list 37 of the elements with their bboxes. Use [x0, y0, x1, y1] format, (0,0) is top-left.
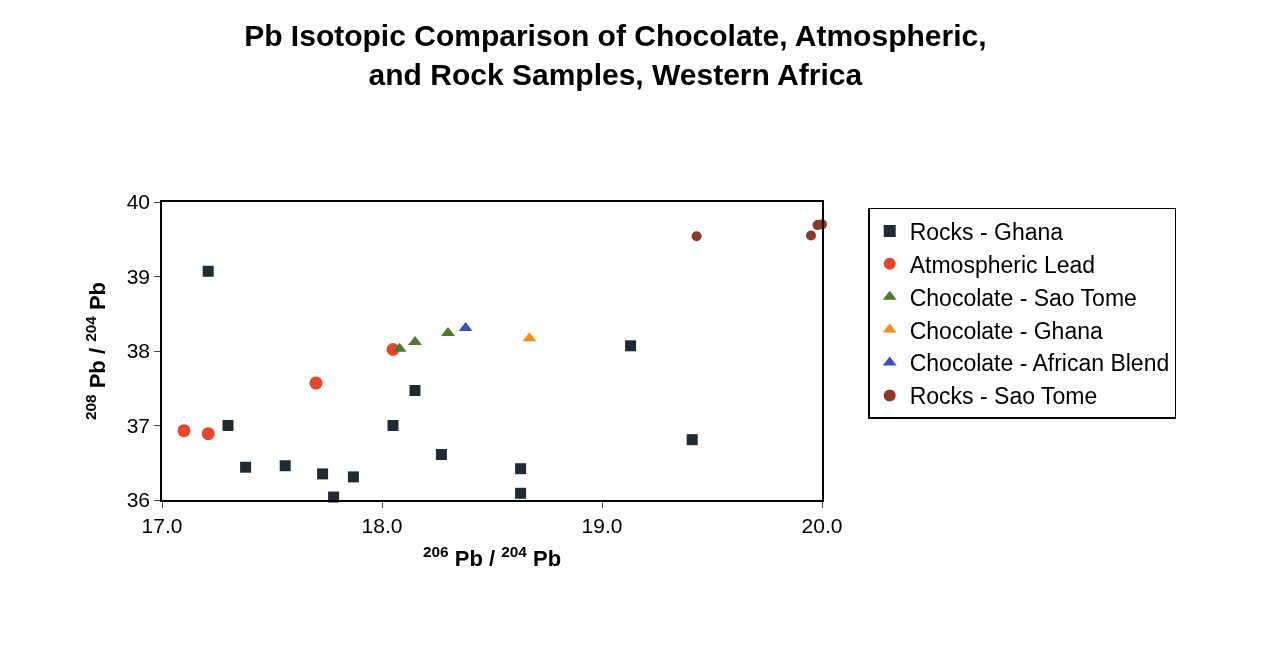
x-axis-title: $^{206}$ Pb / $^{204}$ Pb: [422, 543, 562, 572]
point: [435, 449, 447, 461]
point: [309, 376, 323, 390]
legend-label: Rocks - Sao Tome: [909, 383, 1098, 410]
point: [806, 230, 816, 241]
point: [691, 231, 702, 242]
x-tick-label: 18.0: [361, 513, 403, 537]
y-tick-label: 36: [126, 488, 151, 512]
point: [441, 327, 455, 337]
legend-label: Atmospheric Lead: [909, 251, 1096, 278]
y-tick-label: 40: [126, 190, 151, 214]
y-tick-label: 39: [126, 264, 151, 288]
point: [408, 336, 422, 346]
point: [515, 487, 527, 499]
x-tick-label: 20.0: [801, 513, 843, 537]
legend-label: Chocolate - African Blend: [909, 350, 1170, 377]
point: [240, 461, 252, 473]
point: [201, 427, 215, 441]
y-tick-label: 38: [126, 339, 151, 363]
point: [515, 463, 527, 475]
point: [347, 471, 359, 483]
point: [279, 460, 291, 472]
y-tick-label: 37: [126, 413, 151, 437]
chart-title: Pb Isotopic Comparison of Chocolate, Atmospheric, and Rock Samples, Western Africa: [244, 18, 987, 91]
x-tick-label: 17.0: [141, 513, 183, 537]
point: [686, 434, 698, 446]
legend-label: Rocks - Ghana: [909, 218, 1064, 245]
legend-label: Chocolate - Sao Tome: [909, 284, 1137, 311]
point: [202, 265, 214, 277]
point: [409, 384, 421, 396]
x-tick-label: 19.0: [581, 513, 623, 537]
point: [317, 468, 329, 480]
point: [625, 340, 637, 352]
point: [387, 420, 399, 431]
point: [177, 424, 191, 438]
legend-label: Chocolate - Ghana: [909, 317, 1103, 344]
point: [222, 420, 234, 431]
